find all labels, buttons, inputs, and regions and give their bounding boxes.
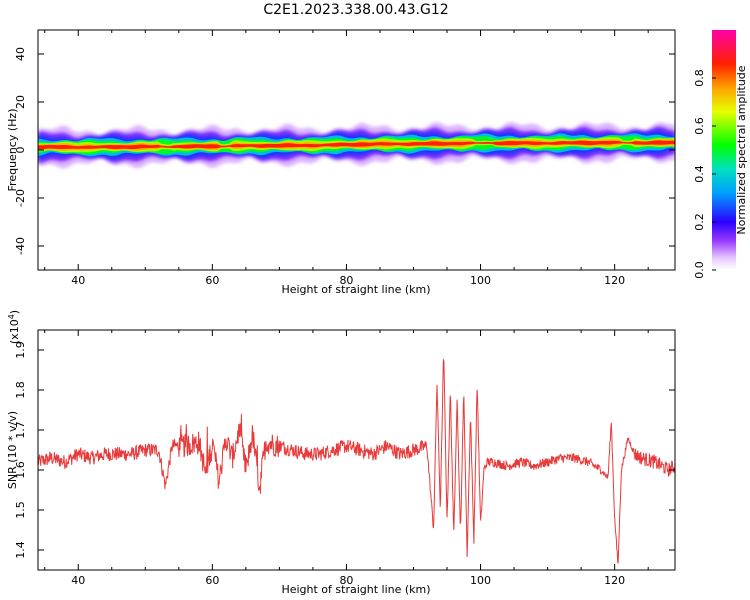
- snr-xtick-label: 40: [71, 574, 85, 587]
- snr-xtick-label: 120: [604, 574, 625, 587]
- colorbar-tick-label: 0.0: [693, 261, 706, 279]
- spectrogram-ytick-label: 40: [14, 47, 27, 61]
- spectrogram-ytick-label: -20: [14, 189, 27, 207]
- spectrogram-level-7: [38, 140, 675, 150]
- snr-ytick-label: 1.6: [14, 461, 27, 479]
- spectrogram-ytick-label: 20: [14, 95, 27, 109]
- figure-title: C2E1.2023.338.00.43.G12: [263, 2, 448, 18]
- colorbar-tick-label: 0.8: [693, 69, 706, 87]
- snr-ytick-label: 1.9: [14, 341, 27, 359]
- snr-ytick-label: 1.7: [14, 421, 27, 439]
- spectrogram-xtick-label: 80: [339, 274, 353, 287]
- snr-frame: [37, 329, 676, 571]
- spectrogram-xtick-label: 100: [470, 274, 491, 287]
- snr-xtick-label: 60: [205, 574, 219, 587]
- colorbar-tick-label: 0.4: [693, 165, 706, 183]
- snr-xtick-label: 80: [339, 574, 353, 587]
- colorbar-tick-label: 0.2: [693, 213, 706, 231]
- colorbar-label: Normalized spectral amplitude: [735, 65, 748, 234]
- snr-xtick-label: 100: [470, 574, 491, 587]
- colorbar-scale: [712, 30, 736, 270]
- spectrogram-band: [38, 121, 675, 169]
- snr-ylabel: SNR (10 * v/v): [6, 411, 19, 489]
- spectrogram-xtick-label: 120: [604, 274, 625, 287]
- snr-multiplier: (x104): [7, 310, 21, 344]
- colorbar: 0.0 0.2 0.4 0.6 0.8 Normalized spectral ampl…: [693, 30, 748, 279]
- spectrogram-xtick-label: 60: [205, 274, 219, 287]
- spectrogram-xlabel: Height of straight line (km): [281, 283, 430, 296]
- spectrogram-ticks: 40 60 80 100 120 40 20 0 -20 -40: [14, 30, 675, 287]
- spectrogram-ylabel: Frequency (Hz): [6, 109, 19, 192]
- spectrogram-ytick-label: 0: [14, 147, 27, 154]
- spectrogram-panel: 40 60 80 100 120 40 20 0 -20 -40 Height of straig…: [6, 29, 676, 296]
- colorbar-tick-label: 0.6: [693, 117, 706, 135]
- spectrogram-xtick-label: 40: [71, 274, 85, 287]
- snr-ytick-label: 1.8: [14, 381, 27, 399]
- snr-series-line: [38, 359, 675, 564]
- snr-ytick-label: 1.5: [14, 501, 27, 519]
- snr-xlabel: Height of straight line (km): [281, 583, 430, 596]
- spectrogram-ytick-label: -40: [14, 237, 27, 255]
- snr-ticks: 40 60 80 100 120 1.9 1.8 1.7 1.6 1.5 1.4: [14, 330, 675, 587]
- snr-ytick-label: 1.4: [14, 541, 27, 559]
- snr-panel: 40 60 80 100 120 1.9 1.8 1.7 1.6 1.5 1.4 Height of…: [6, 310, 676, 596]
- colorbar-ticks: 0.0 0.2 0.4 0.6 0.8: [693, 69, 716, 279]
